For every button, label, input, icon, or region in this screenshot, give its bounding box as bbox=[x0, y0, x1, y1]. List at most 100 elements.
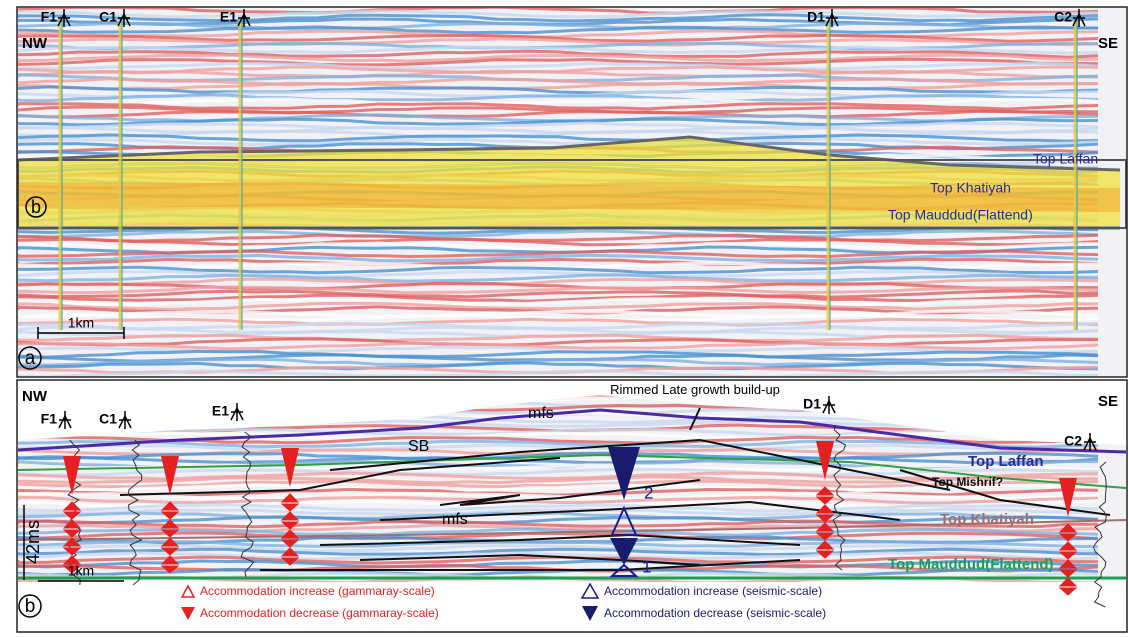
gamma-cycle-symbol bbox=[1058, 559, 1078, 578]
seismic-decrease-symbol bbox=[610, 538, 638, 565]
reflector bbox=[18, 257, 1099, 267]
legend-symbol bbox=[580, 582, 600, 599]
inset-box bbox=[17, 159, 1127, 229]
surface-label: mfs bbox=[442, 511, 468, 528]
reflector bbox=[18, 8, 1099, 15]
reflector bbox=[18, 241, 1099, 251]
well-symbol bbox=[58, 414, 72, 429]
surface-label: mfs bbox=[528, 405, 554, 422]
horizon-line bbox=[17, 408, 1127, 454]
well-symbol bbox=[822, 399, 836, 414]
reflector bbox=[18, 309, 1099, 319]
well-symbol bbox=[230, 406, 244, 421]
reflector bbox=[18, 325, 1099, 335]
horizon-label: Top Mishrif? bbox=[932, 475, 1003, 489]
horizon-label: Top Laffan bbox=[1033, 151, 1098, 167]
reflector bbox=[18, 102, 1099, 111]
seismic-increase-symbol bbox=[609, 563, 639, 577]
well-label: F1 bbox=[41, 9, 58, 25]
scale-label: 1km bbox=[68, 315, 94, 331]
legend-symbol bbox=[181, 607, 195, 620]
reflector bbox=[18, 233, 1099, 243]
reflector bbox=[18, 69, 1099, 79]
reflector bbox=[18, 479, 1099, 489]
gamma-log bbox=[240, 431, 255, 578]
reflector bbox=[18, 253, 1099, 263]
gamma-cycle-symbol bbox=[280, 529, 300, 548]
legend-label: Accommodation increase (seismic-scale) bbox=[604, 584, 822, 598]
well-symbol bbox=[825, 12, 839, 27]
gamma-cycle-symbol bbox=[1058, 541, 1078, 560]
horizon-label: Top Mauddud(Flattend) bbox=[888, 207, 1033, 223]
well-label: E1 bbox=[220, 9, 237, 25]
well-symbol bbox=[57, 12, 71, 27]
panel-badge bbox=[18, 346, 42, 370]
gamma-cycle-symbol bbox=[280, 493, 300, 512]
reflector bbox=[18, 109, 1099, 119]
annotation: Rimmed Late growth build-up bbox=[610, 382, 780, 397]
reflector bbox=[18, 567, 1099, 577]
reflector bbox=[18, 293, 1099, 303]
reflector bbox=[18, 427, 1099, 437]
cycle-number: 1 bbox=[642, 557, 651, 576]
reflector bbox=[18, 297, 1099, 307]
well-label: F1 bbox=[41, 411, 58, 427]
reflector bbox=[18, 333, 1099, 343]
reflector bbox=[18, 237, 1099, 247]
gamma-cycle-symbol bbox=[62, 501, 82, 520]
horizon-line bbox=[17, 453, 1127, 489]
horizon-label: Top Laffan bbox=[968, 453, 1044, 470]
gamma-decrease-symbol bbox=[816, 441, 834, 480]
reflector bbox=[18, 285, 1099, 295]
scale-label: 1km bbox=[68, 563, 94, 579]
reflector bbox=[18, 9, 1099, 19]
reflector bbox=[18, 491, 1099, 501]
gamma-cycle-symbol bbox=[280, 547, 300, 566]
reflector bbox=[18, 551, 1099, 561]
reflector bbox=[18, 93, 1099, 103]
reflector bbox=[18, 21, 1099, 31]
reflector bbox=[18, 137, 1099, 147]
gamma-cycle-symbol bbox=[62, 519, 82, 538]
well-symbol bbox=[1083, 436, 1097, 451]
reflector bbox=[18, 495, 1099, 505]
gamma-decrease-symbol bbox=[63, 456, 81, 495]
well-symbol bbox=[237, 12, 251, 27]
reflector bbox=[18, 357, 1099, 367]
reflector bbox=[18, 361, 1099, 371]
reflector bbox=[18, 33, 1099, 43]
reflector bbox=[18, 281, 1099, 291]
reflector bbox=[18, 81, 1099, 91]
gamma-cycle-symbol bbox=[815, 486, 835, 505]
legend-label: Accommodation decrease (seismic-scale) bbox=[604, 606, 826, 620]
well-label: C2 bbox=[1064, 433, 1082, 449]
well-label: D1 bbox=[807, 9, 825, 25]
gamma-cycle-symbol bbox=[160, 519, 180, 538]
reflector bbox=[18, 345, 1099, 355]
well-label: D1 bbox=[803, 396, 821, 412]
panel-label: b bbox=[25, 596, 36, 617]
panel-badge bbox=[25, 196, 47, 218]
surface-label: SB bbox=[408, 438, 429, 455]
gamma-cycle-symbol bbox=[815, 504, 835, 523]
direction-label: NW bbox=[22, 388, 48, 405]
well-symbol bbox=[118, 414, 132, 429]
gamma-cycle-symbol bbox=[280, 511, 300, 530]
horizon-line bbox=[17, 135, 1121, 172]
seismic-increase-symbol bbox=[610, 505, 638, 536]
gamma-cycle-symbol bbox=[160, 537, 180, 556]
reflector bbox=[18, 443, 1099, 453]
reflector bbox=[18, 289, 1099, 299]
time-scale-label: 42ms bbox=[23, 520, 43, 564]
reflector bbox=[18, 105, 1099, 115]
reflector bbox=[18, 57, 1099, 67]
direction-label: NW bbox=[22, 35, 48, 52]
well-label: E1 bbox=[212, 403, 229, 419]
reflector bbox=[18, 277, 1099, 287]
reflector bbox=[18, 77, 1099, 87]
gamma-decrease-symbol bbox=[161, 456, 179, 495]
well-symbol bbox=[1072, 12, 1086, 27]
reflector bbox=[18, 249, 1099, 259]
reflector bbox=[18, 439, 1098, 449]
reflector bbox=[18, 301, 1099, 311]
